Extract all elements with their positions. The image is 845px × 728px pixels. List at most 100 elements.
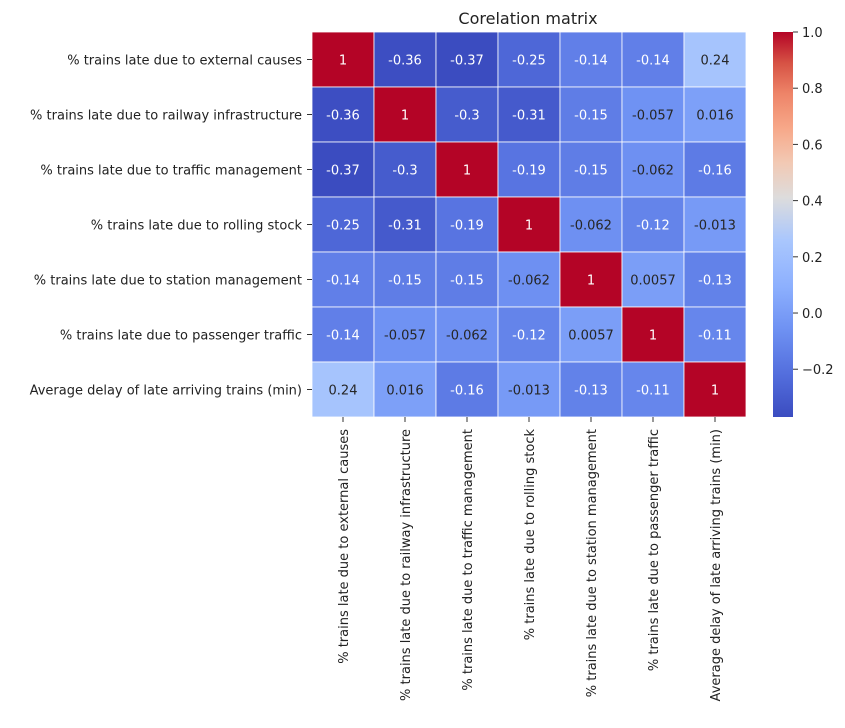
heatmap-cell	[373, 306, 437, 363]
cell-annotation: 1	[339, 54, 347, 69]
cell-annotation: -0.19	[512, 164, 546, 179]
heatmap-cell	[683, 196, 747, 253]
heatmap-cell	[373, 196, 437, 253]
heatmap-cell	[311, 306, 375, 363]
heatmap-cell	[311, 361, 375, 418]
heatmap-cell	[497, 306, 561, 363]
heatmap-cell	[621, 86, 685, 143]
cell-annotation: -0.013	[694, 219, 736, 234]
row-label: % trains late due to rolling stock	[91, 219, 303, 234]
heatmap-cell	[621, 141, 685, 198]
column-label: % trains late due to railway infrastruct…	[399, 429, 414, 701]
row-label: % trains late due to external causes	[67, 54, 302, 69]
cell-annotation: 1	[711, 384, 719, 399]
colorbar-tick-label: 0.4	[802, 195, 823, 210]
cell-annotation: -0.13	[574, 384, 608, 399]
cell-annotation: -0.14	[326, 274, 360, 289]
heatmap-cell	[683, 251, 747, 308]
cell-annotation: -0.14	[326, 329, 360, 344]
cell-annotation: -0.36	[326, 109, 360, 124]
colorbar-ticks: 1.0 0.8 0.6 0.4 0.2 0.0 −0.2	[793, 26, 834, 378]
cell-annotation: -0.31	[388, 219, 422, 234]
cell-annotation: 1	[401, 109, 409, 124]
heatmap-cell	[373, 141, 437, 198]
cell-annotation: 0.24	[329, 384, 358, 399]
colorbar-tick-label: 0.8	[802, 82, 823, 97]
cell-annotation: -0.062	[570, 219, 612, 234]
cell-annotation: -0.16	[450, 384, 484, 399]
cell-annotation: -0.3	[454, 109, 479, 124]
colorbar-tick-label: 0.2	[802, 251, 823, 266]
heatmap-cell	[683, 306, 747, 363]
row-label: % trains late due to traffic management	[40, 164, 302, 179]
colorbar-gradient	[773, 32, 793, 417]
cell-annotation: -0.31	[512, 109, 546, 124]
column-label: Average delay of late arriving trains (m…	[709, 429, 724, 701]
column-label: % trains late due to passenger traffic	[647, 429, 662, 671]
row-label: % trains late due to passenger traffic	[60, 329, 302, 344]
heatmap-cell	[311, 31, 375, 88]
cell-annotation: -0.16	[698, 164, 732, 179]
cell-annotation: 1	[525, 219, 533, 234]
cell-annotation: -0.37	[450, 54, 484, 69]
cell-annotation: -0.12	[636, 219, 670, 234]
heatmap-cell	[621, 361, 685, 418]
chart-title: Corelation matrix	[458, 9, 597, 28]
row-label: % trains late due to station management	[34, 274, 302, 289]
column-label: % trains late due to station management	[585, 429, 600, 697]
heatmap-cell	[559, 361, 623, 418]
cell-annotation: -0.12	[512, 329, 546, 344]
heatmap-cell	[497, 196, 561, 253]
cell-annotation: -0.36	[388, 54, 422, 69]
column-label: % trains late due to rolling stock	[523, 429, 538, 641]
cell-annotation: -0.062	[632, 164, 674, 179]
heatmap-cell	[435, 306, 499, 363]
cell-annotation: -0.37	[326, 164, 360, 179]
cell-annotation: 0.24	[701, 54, 730, 69]
cell-annotation: 1	[463, 164, 471, 179]
row-label: % trains late due to railway infrastruct…	[30, 109, 302, 124]
cell-annotation: -0.057	[632, 109, 674, 124]
colorbar-tick-label: 0.0	[802, 307, 823, 322]
heatmap-cell	[373, 31, 437, 88]
colorbar-tick-label: 0.6	[802, 138, 823, 153]
column-labels: % trains late due to external causes % tr…	[337, 417, 724, 701]
cell-annotation: -0.25	[512, 54, 546, 69]
cell-annotation: -0.3	[392, 164, 417, 179]
heatmap-cell	[435, 31, 499, 88]
row-labels: % trains late due to external causes % tr…	[30, 54, 312, 399]
heatmap-cell	[311, 196, 375, 253]
heatmap-cell	[621, 31, 685, 88]
heatmap-cell	[435, 141, 499, 198]
column-label: % trains late due to traffic management	[461, 429, 476, 691]
heatmap-cell	[497, 31, 561, 88]
cell-annotation: -0.062	[508, 274, 550, 289]
colorbar: 1.0 0.8 0.6 0.4 0.2 0.0 −0.2	[773, 26, 834, 417]
heatmap-cell	[621, 196, 685, 253]
heatmap-cells: 1 -0.36 -0.37 -0.25 -0.14 -0.14 0.24 -0.36 1 -0.3…	[311, 31, 747, 418]
heatmap-cell	[683, 141, 747, 198]
row-label: Average delay of late arriving trains (m…	[30, 384, 302, 399]
cell-annotation: 0.0057	[568, 329, 614, 344]
heatmap-cell	[559, 141, 623, 198]
colorbar-tick-label: −0.2	[802, 363, 834, 378]
heatmap-cell	[497, 141, 561, 198]
cell-annotation: -0.14	[636, 54, 670, 69]
heatmap-cell	[497, 361, 561, 418]
cell-annotation: -0.062	[446, 329, 488, 344]
cell-annotation: 0.0057	[630, 274, 676, 289]
cell-annotation: 0.016	[386, 384, 423, 399]
cell-annotation: -0.19	[450, 219, 484, 234]
heatmap-cell	[683, 86, 747, 143]
cell-annotation: -0.057	[384, 329, 426, 344]
cell-annotation: 0.016	[696, 109, 733, 124]
cell-annotation: 1	[649, 329, 657, 344]
heatmap-cell	[683, 361, 747, 418]
cell-annotation: -0.15	[574, 164, 608, 179]
heatmap-cell	[559, 306, 623, 363]
cell-annotation: 1	[587, 274, 595, 289]
heatmap-cell	[311, 251, 375, 308]
heatmap-cell	[559, 31, 623, 88]
